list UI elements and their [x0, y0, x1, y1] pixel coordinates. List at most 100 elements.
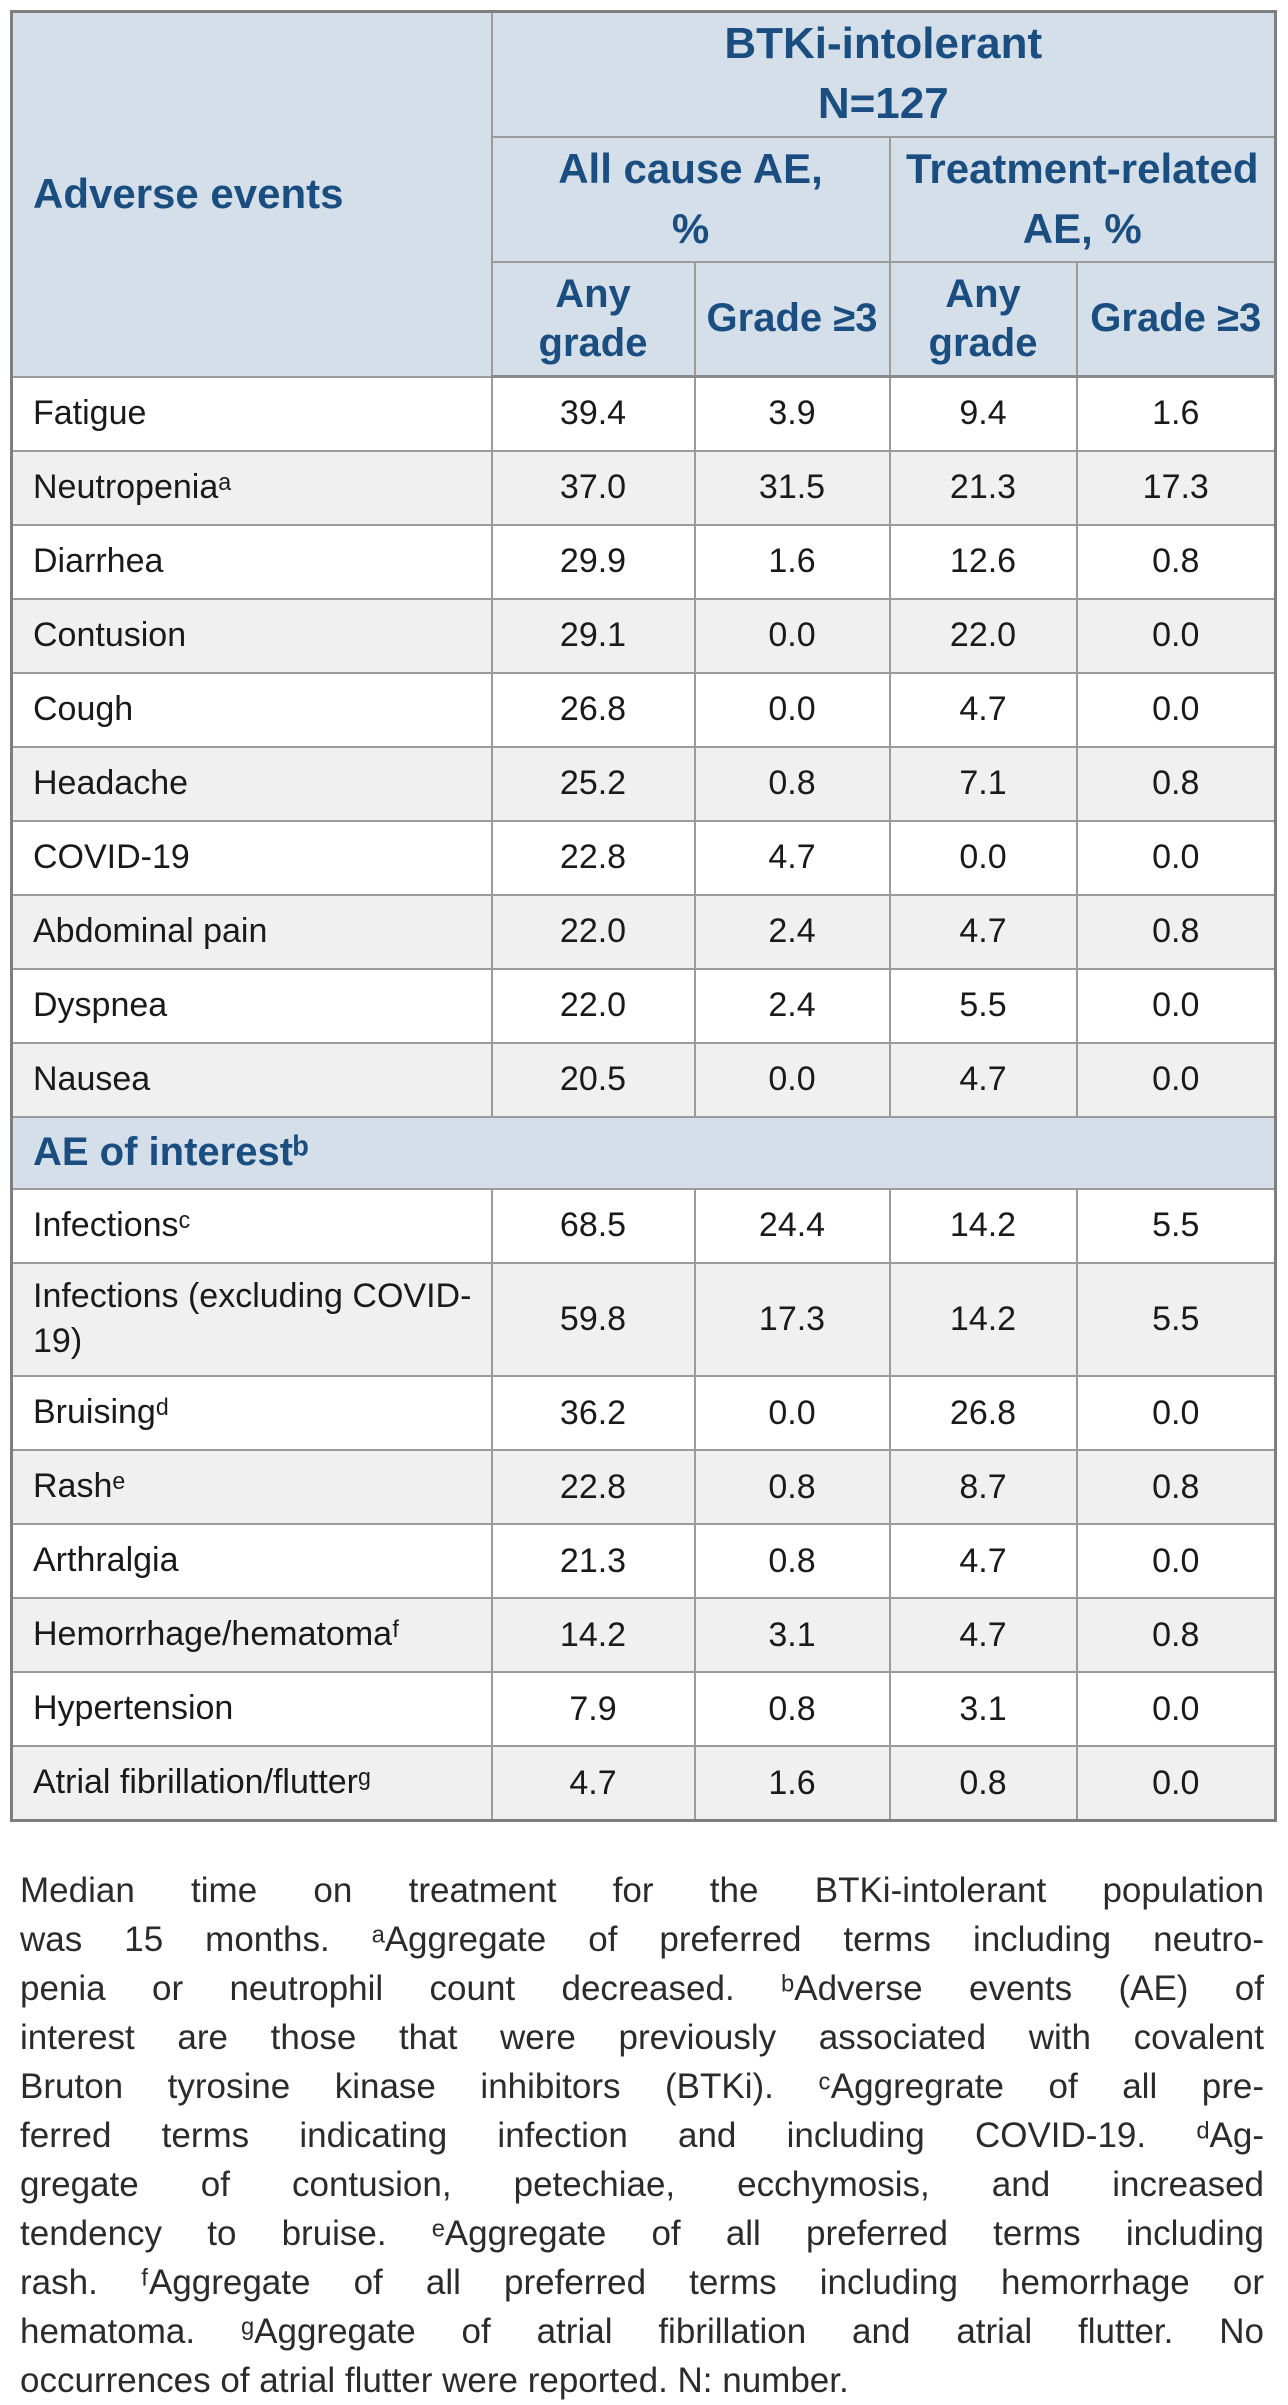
ae-label: Hypertension — [10, 1671, 493, 1748]
ae-label: Fatigue — [10, 375, 493, 452]
all-cause-grade3-value: 0.8 — [693, 1671, 891, 1748]
all-cause-grade3-value: 0.0 — [693, 1041, 891, 1118]
all-cause-grade3-value: 0.0 — [693, 1375, 891, 1452]
population-header: BTKi-intolerant N=127 — [490, 10, 1277, 138]
treatment-grade3-value: 0.0 — [1075, 1041, 1277, 1118]
treatment-any-grade-header: Any grade — [888, 260, 1078, 378]
treatment-grade3-value: 0.0 — [1075, 1671, 1277, 1748]
footnote-line: was 15 months. ᵃAggregate of preferred t… — [20, 1919, 1264, 1959]
ae-label: Neutropeniaᵃ — [10, 449, 493, 526]
all-cause-grade3-value: 0.8 — [693, 745, 891, 822]
all-cause-grade3-value: 0.8 — [693, 1523, 891, 1600]
all-cause-any-grade-value: 25.2 — [490, 745, 696, 822]
all-cause-any-grade-value: 26.8 — [490, 671, 696, 748]
treatment-grade3-value: 0.0 — [1075, 1375, 1277, 1452]
table-row-neutropenia: Neutropeniaᵃ 37.0 31.5 21.3 17.3 — [10, 449, 1277, 526]
all-cause-grade3-value: 3.9 — [693, 375, 891, 452]
treatment-grade3-value: 0.8 — [1075, 523, 1277, 600]
all-cause-any-grade-value: 14.2 — [490, 1597, 696, 1674]
all-cause-any-grade-value: 29.1 — [490, 597, 696, 674]
all-cause-any-grade-value: 29.9 — [490, 523, 696, 600]
all-cause-any-grade-value: 20.5 — [490, 1041, 696, 1118]
table-row-atrial-fibrillation-flutter: Atrial fibrillation/flutterᵍ 4.7 1.6 0.8… — [10, 1745, 1277, 1822]
grade-header-row: Any grade Grade ≥3 Any grade Grade ≥3 — [12, 260, 1277, 378]
treatment-grade3-value: 0.0 — [1075, 819, 1277, 896]
table-row-arthralgia: Arthralgia 21.3 0.8 4.7 0.0 — [10, 1523, 1277, 1600]
all-cause-any-grade-value: 7.9 — [490, 1671, 696, 1748]
all-cause-any-grade-value: 39.4 — [490, 375, 696, 452]
table-row-hemorrhage-hematoma: Hemorrhage/hematomaᶠ 14.2 3.1 4.7 0.8 — [10, 1597, 1277, 1674]
footnote-line: interest are those that were previously … — [20, 2017, 1264, 2057]
footnote-line: hematoma. ᵍAggregate of atrial fibrillat… — [20, 2311, 1264, 2351]
adverse-events-table: Adverse events BTKi-intolerant N=127 All… — [10, 10, 1278, 1822]
table-row-contusion: Contusion 29.1 0.0 22.0 0.0 — [10, 597, 1277, 674]
treatment-any-grade-value: 14.2 — [888, 1187, 1078, 1264]
all-cause-any-grade-value: 37.0 — [490, 449, 696, 526]
table-body: Fatigue 39.4 3.9 9.4 1.6 Neutropeniaᵃ 37… — [10, 375, 1277, 1822]
treatment-any-grade-value: 3.1 — [888, 1671, 1078, 1748]
all-cause-grade3-value: 1.6 — [693, 1745, 891, 1822]
ae-label: Infectionsᶜ — [10, 1187, 493, 1264]
ae-label: COVID-19 — [10, 819, 493, 896]
ae-group-header-row: All cause AE, % Treatment-related AE, % — [12, 135, 1277, 263]
all-cause-any-grade-value: 59.8 — [490, 1261, 696, 1378]
all-cause-any-grade-value: 22.0 — [490, 893, 696, 970]
treatment-grade3-value: 0.8 — [1075, 745, 1277, 822]
all-cause-grade3-value: 4.7 — [693, 819, 891, 896]
footnote-line: Median time on treatment for the BTKi-in… — [20, 1870, 1264, 1910]
ae-label: Infections (excluding COVID-19) — [10, 1261, 493, 1378]
treatment-any-grade-value: 12.6 — [888, 523, 1078, 600]
all-cause-grade3-value: 2.4 — [693, 967, 891, 1044]
table-row-headache: Headache 25.2 0.8 7.1 0.8 — [10, 745, 1277, 822]
treatment-related-ae-header: Treatment-related AE, % — [888, 135, 1277, 263]
treatment-any-grade-value: 4.7 — [888, 893, 1078, 970]
footnote-line: penia or neutrophil count decreased. ᵇAd… — [20, 1968, 1264, 2008]
treatment-any-grade-value: 14.2 — [888, 1261, 1078, 1378]
table-row-infections: Infectionsᶜ 68.5 24.4 14.2 5.5 — [10, 1187, 1277, 1264]
footnote-line: tendency to bruise. ᵉAggregate of all pr… — [20, 2213, 1264, 2253]
footnote-line: Bruton tyrosine kinase inhibitors (BTKi)… — [20, 2066, 1264, 2106]
treatment-grade3-value: 0.8 — [1075, 1597, 1277, 1674]
ae-label: Contusion — [10, 597, 493, 674]
all-cause-ae-header: All cause AE, % — [490, 135, 891, 263]
table-row-rash: Rashᵉ 22.8 0.8 8.7 0.8 — [10, 1449, 1277, 1526]
treatment-grade3-header: Grade ≥3 — [1075, 260, 1277, 378]
all-cause-any-grade-value: 4.7 — [490, 1745, 696, 1822]
ae-label: Dyspnea — [10, 967, 493, 1044]
ae-label: Bruisingᵈ — [10, 1375, 493, 1452]
table-row-abdominal-pain: Abdominal pain 22.0 2.4 4.7 0.8 — [10, 893, 1277, 970]
all-cause-any-grade-value: 22.8 — [490, 1449, 696, 1526]
all-cause-grade3-value: 0.8 — [693, 1449, 891, 1526]
population-header-row: Adverse events BTKi-intolerant N=127 — [10, 10, 1277, 378]
section-header-row: AE of interestᵇ — [10, 1115, 1277, 1190]
table-header: Adverse events BTKi-intolerant N=127 All… — [10, 10, 1277, 378]
table-row-diarrhea: Diarrhea 29.9 1.6 12.6 0.8 — [10, 523, 1277, 600]
all-cause-grade3-value: 17.3 — [693, 1261, 891, 1378]
ae-label: Abdominal pain — [10, 893, 493, 970]
treatment-any-grade-value: 4.7 — [888, 1597, 1078, 1674]
treatment-grade3-value: 0.0 — [1075, 597, 1277, 674]
treatment-grade3-value: 0.8 — [1075, 1449, 1277, 1526]
treatment-grade3-value: 0.8 — [1075, 893, 1277, 970]
treatment-any-grade-value: 26.8 — [888, 1375, 1078, 1452]
ae-label: Diarrhea — [10, 523, 493, 600]
population-name: BTKi-intolerant — [724, 18, 1043, 68]
treatment-any-grade-value: 4.7 — [888, 1041, 1078, 1118]
treatment-grade3-value: 17.3 — [1075, 449, 1277, 526]
treatment-any-grade-value: 8.7 — [888, 1449, 1078, 1526]
treatment-any-grade-value: 22.0 — [888, 597, 1078, 674]
all-cause-grade3-value: 3.1 — [693, 1597, 891, 1674]
table-row-nausea: Nausea 20.5 0.0 4.7 0.0 — [10, 1041, 1277, 1118]
footnote-line: gregate of contusion, petechiae, ecchymo… — [20, 2164, 1264, 2204]
population-n: N=127 — [817, 79, 949, 129]
treatment-any-grade-value: 0.8 — [888, 1745, 1078, 1822]
treatment-any-grade-value: 0.0 — [888, 819, 1078, 896]
table-row-dyspnea: Dyspnea 22.0 2.4 5.5 0.0 — [10, 967, 1277, 1044]
all-cause-grade3-value: 31.5 — [693, 449, 891, 526]
ae-label: Rashᵉ — [10, 1449, 493, 1526]
all-cause-any-grade-value: 36.2 — [490, 1375, 696, 1452]
treatment-any-grade-value: 7.1 — [888, 745, 1078, 822]
ae-label: Nausea — [10, 1041, 493, 1118]
all-cause-any-grade-value: 21.3 — [490, 1523, 696, 1600]
